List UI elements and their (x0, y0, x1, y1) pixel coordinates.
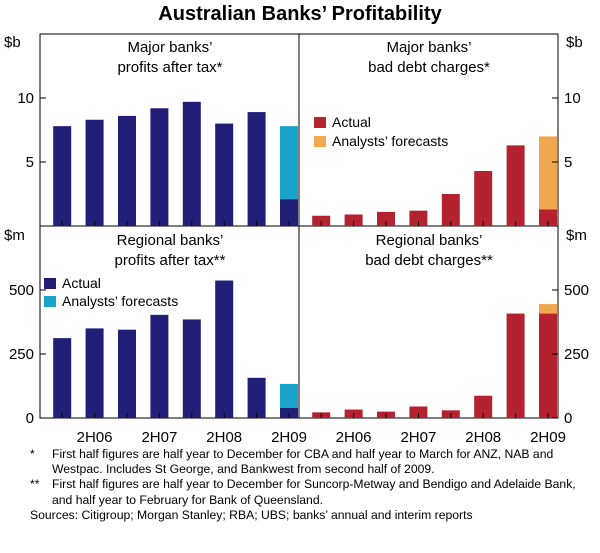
bar-regional_bad_debt-1H09-actual (506, 313, 525, 418)
footnote-2-marker: ** (30, 477, 40, 492)
bar-regional_profits-2H09-actual (280, 407, 298, 418)
panel-title-regional-profits-line1: Regional banks’ (117, 232, 224, 249)
legend-swatch-regional-forecast (44, 296, 56, 307)
bar-major_bad_debt-2H09-actual (539, 209, 557, 226)
xtick-label-right-2H09: 2H09 (530, 429, 566, 446)
panel-title-major-profits-line1: Major banks’ (127, 39, 212, 56)
panel-title-regional-bad-debt-line2: bad debt charges** (365, 252, 493, 269)
bar-major_profits-1H07-actual (118, 115, 136, 226)
footnote-1-text: First half figures are half year to Dece… (52, 447, 554, 477)
bar-regional_bad_debt-2H09-actual (539, 313, 557, 418)
bar-major_profits-2H09-actual (280, 199, 298, 226)
ytick-label-major_bad_debt-10: 10 (564, 90, 581, 107)
unit-label-bottom-right: $m (566, 227, 587, 244)
legend-swatch-bad-debt-actual (314, 117, 326, 128)
footnotes: * First half figures are half year to De… (30, 447, 596, 523)
bar-major_profits-1H08-actual (182, 101, 201, 226)
footnote-1-marker: * (30, 447, 35, 461)
footnote-2: ** First half figures are half year to D… (30, 477, 596, 507)
footnote-2-text: First half figures are half year to Dece… (52, 477, 576, 507)
bar-regional_profits-1H09-actual (247, 377, 266, 418)
bar-major_bad_debt-2H08-actual (474, 170, 493, 226)
bar-major_bad_debt-2H09-forecast (539, 136, 557, 210)
axes-layer: 5 10 5 10 0 250 500 0 250 500 2H06 2H07 2H08 2H09 2H06… (9, 90, 589, 446)
bar-regional_profits-1H08-actual (182, 319, 201, 418)
legend-label-regional-forecast: Analysts’ forecasts (62, 293, 178, 309)
ytick-label-major_profits-5: 5 (26, 154, 34, 171)
bar-major_bad_debt-1H07-actual (377, 211, 395, 226)
xtick-label-right-2H07: 2H07 (400, 429, 436, 446)
legend-swatch-regional-actual (44, 278, 56, 289)
bar-regional_profits-2H06-actual (85, 328, 104, 418)
legend-label-bad-debt-actual: Actual (332, 114, 371, 130)
xtick-label-right-2H08: 2H08 (465, 429, 501, 446)
bar-regional_profits-1H06-actual (53, 338, 72, 418)
ytick-label-regional_bad_debt-500: 500 (564, 282, 589, 299)
sources-line: Sources: Citigroup; Morgan Stanley; RBA;… (30, 507, 473, 522)
ytick-label-regional_profits-250: 250 (9, 346, 34, 363)
bar-major_bad_debt-2H07-actual (409, 210, 428, 226)
ytick-label-major_profits-10: 10 (17, 90, 34, 107)
bar-regional_bad_debt-2H09-forecast (539, 304, 557, 314)
ytick-label-major_bad_debt-5: 5 (564, 154, 572, 171)
bar-regional_profits-2H08-actual (215, 280, 234, 418)
panel-title-major-profits-line2: profits after tax* (117, 59, 222, 76)
unit-label-top-left: $b (4, 34, 21, 51)
xtick-label-left-2H07: 2H07 (141, 429, 177, 446)
bar-regional_profits-2H07-actual (150, 314, 169, 418)
bar-major_profits-1H09-actual (247, 112, 266, 226)
legend-label-regional-actual: Actual (62, 275, 101, 291)
bar-major_bad_debt-1H09-actual (506, 145, 525, 226)
bar-regional_bad_debt-2H07-actual (409, 406, 428, 418)
unit-label-bottom-left: $m (4, 227, 25, 244)
chart-title: Australian Banks’ Profitability (158, 3, 442, 25)
bar-regional_profits-1H07-actual (118, 329, 136, 418)
ytick-label-regional_bad_debt-250: 250 (564, 346, 589, 363)
xtick-label-left-2H09: 2H09 (271, 429, 307, 446)
bar-major_bad_debt-1H06-actual (312, 215, 331, 226)
bar-major_profits-2H08-actual (215, 123, 234, 226)
bar-major_profits-2H06-actual (85, 119, 104, 226)
panel-title-major-bad-debt-line1: Major banks’ (386, 39, 471, 56)
bar-major_profits-2H09-forecast (280, 126, 298, 200)
ytick-label-regional_profits-500: 500 (9, 282, 34, 299)
bar-regional_bad_debt-2H08-actual (474, 395, 493, 418)
unit-label-top-right: $b (566, 34, 583, 51)
xtick-label-right-2H06: 2H06 (336, 429, 372, 446)
bar-major_bad_debt-2H06-actual (344, 214, 363, 226)
legend-label-bad-debt-forecast: Analysts’ forecasts (332, 133, 448, 149)
footnote-1: * First half figures are half year to De… (30, 447, 596, 477)
bar-major_profits-2H07-actual (150, 108, 169, 226)
xtick-label-left-2H06: 2H06 (77, 429, 113, 446)
ytick-label-regional_profits-0: 0 (26, 410, 34, 427)
panel-title-major-bad-debt-line2: bad debt charges* (368, 59, 490, 76)
legend-swatch-bad-debt-forecast (314, 136, 326, 147)
bar-major_profits-1H06-actual (53, 126, 72, 226)
panel-title-regional-profits-line2: profits after tax** (115, 252, 226, 269)
xtick-label-left-2H08: 2H08 (206, 429, 242, 446)
panel-title-regional-bad-debt-line1: Regional banks’ (376, 232, 483, 249)
bar-major_bad_debt-1H08-actual (441, 194, 460, 226)
bar-regional_profits-2H09-forecast (280, 383, 298, 408)
ytick-label-regional_bad_debt-0: 0 (564, 410, 572, 427)
